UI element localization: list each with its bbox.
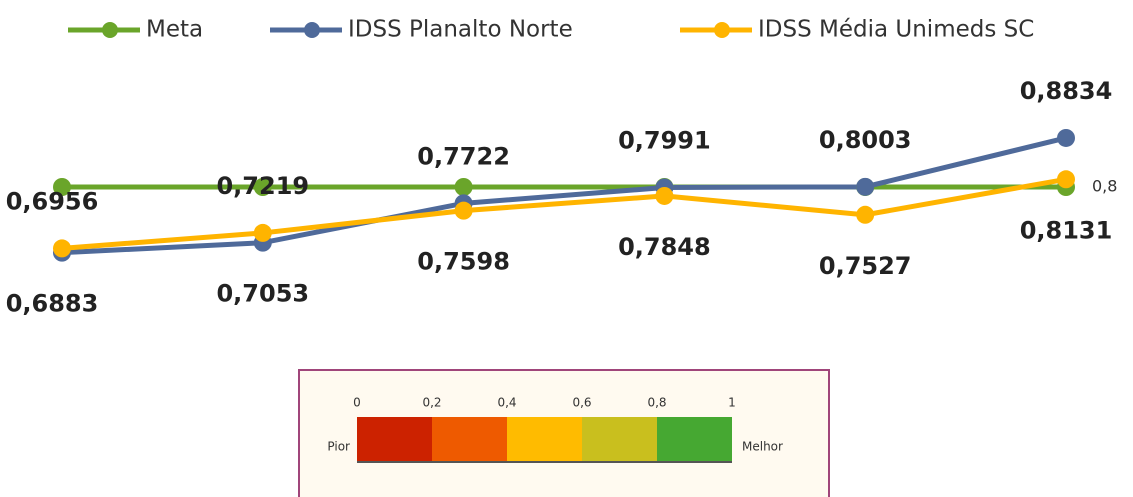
- scale-tick-label: 0,6: [572, 396, 591, 410]
- data-label: 0,7219: [216, 172, 309, 200]
- series-line: [61, 176, 1067, 251]
- legend-label: IDSS Planalto Norte: [348, 17, 573, 43]
- data-label: 0,8003: [819, 126, 912, 154]
- scale-segment: [582, 417, 657, 462]
- legend-marker: [304, 22, 320, 38]
- point: [53, 239, 71, 258]
- point: [856, 205, 875, 224]
- point: [253, 223, 272, 242]
- scale-segment: [357, 417, 432, 462]
- data-label: 0,8834: [1020, 77, 1113, 105]
- point: [1057, 170, 1075, 189]
- scale-tick-label: 0,8: [647, 396, 666, 410]
- scale-segment: [507, 417, 582, 462]
- point: [454, 178, 473, 196]
- data-label: 0,7848: [618, 233, 711, 261]
- data-label: 0,7598: [417, 248, 510, 276]
- data-label: 0,7722: [417, 142, 510, 170]
- point: [53, 178, 71, 196]
- data-label: 0,8131: [1020, 216, 1113, 244]
- legend-label: IDSS Média Unimeds SC: [758, 17, 1034, 43]
- point: [454, 201, 473, 220]
- data-label: 0,6883: [6, 290, 99, 318]
- legend-marker: [102, 22, 118, 38]
- data-label: 0,7991: [618, 127, 711, 155]
- data-label: 0,8: [1092, 177, 1117, 196]
- point: [1057, 128, 1075, 147]
- point: [856, 177, 875, 196]
- data-label: 0,7053: [216, 280, 309, 308]
- scale-right-label: Melhor: [742, 440, 783, 454]
- scale-left-label: Pior: [327, 440, 350, 454]
- legend-marker: [714, 22, 730, 38]
- data-label: 0,7527: [819, 252, 912, 280]
- scale-tick-label: 0,4: [497, 396, 516, 410]
- point: [253, 178, 272, 196]
- scale-tick-label: 0,2: [422, 396, 441, 410]
- series-line: [61, 135, 1067, 256]
- scale-tick-label: 1: [728, 396, 736, 410]
- point: [655, 186, 674, 205]
- legend-label: Meta: [146, 17, 203, 43]
- scale-tick-label: 0: [353, 396, 361, 410]
- data-label: 0,6956: [6, 187, 99, 215]
- scale-segment: [432, 417, 507, 462]
- scale-segment: [657, 417, 732, 462]
